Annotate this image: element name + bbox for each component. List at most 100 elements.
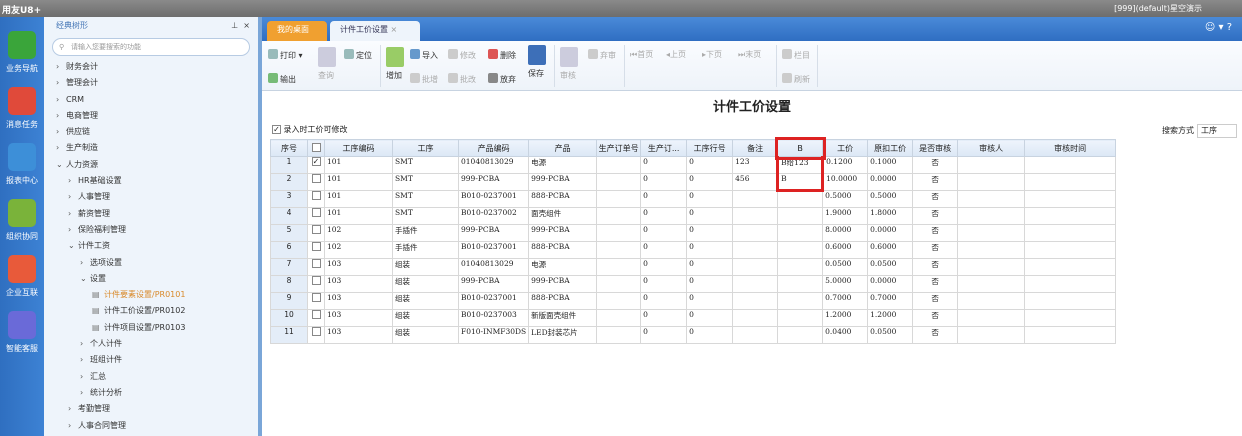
column-header[interactable]: 工序编码 xyxy=(324,139,393,157)
cell[interactable]: 0.7000 xyxy=(867,292,914,310)
cell[interactable]: 01040813029 xyxy=(457,258,530,276)
row-checkbox[interactable] xyxy=(311,259,321,268)
cell[interactable] xyxy=(1024,190,1117,208)
cell[interactable]: 0.6000 xyxy=(867,241,914,259)
cell[interactable]: 1.9000 xyxy=(822,207,869,225)
cell[interactable]: 否 xyxy=(912,309,959,327)
nav-item[interactable]: › 供应链 xyxy=(44,124,258,140)
app-4-button[interactable]: 企业互联 xyxy=(3,255,41,298)
unaudit-button[interactable]: 弃审 xyxy=(588,49,616,61)
cell[interactable] xyxy=(957,207,1026,225)
cell[interactable]: LED封装芯片 xyxy=(528,326,598,344)
nav-item[interactable]: › 统计分析 xyxy=(44,385,258,401)
batch-add-button[interactable]: 批增 xyxy=(410,73,438,85)
tab-close-icon[interactable]: × xyxy=(390,25,398,34)
cell[interactable]: 103 xyxy=(324,309,393,327)
cell[interactable]: 0 xyxy=(640,156,688,174)
row-checkbox[interactable] xyxy=(311,293,321,302)
cell[interactable]: 否 xyxy=(912,275,959,293)
cell[interactable]: B010-0237002 xyxy=(457,207,530,225)
column-header[interactable]: 是否审核 xyxy=(912,139,959,157)
nav-item[interactable]: › 生产制造 xyxy=(44,140,258,156)
cell[interactable]: 102 xyxy=(324,224,393,242)
cell[interactable]: 888-PCBA xyxy=(528,292,598,310)
cell[interactable]: 8.0000 xyxy=(822,224,869,242)
cell[interactable]: 0 xyxy=(686,156,734,174)
cell[interactable]: 面壳组件 xyxy=(528,207,598,225)
cell[interactable]: 0 xyxy=(686,309,734,327)
cell[interactable] xyxy=(307,258,325,276)
cell[interactable] xyxy=(307,292,325,310)
cell[interactable]: 11 xyxy=(270,326,308,344)
cell[interactable]: ✓ xyxy=(307,156,325,174)
cell[interactable]: 组装 xyxy=(392,258,459,276)
cell[interactable]: 0.7000 xyxy=(822,292,869,310)
cell[interactable]: 组装 xyxy=(392,275,459,293)
cell[interactable] xyxy=(307,309,325,327)
row-checkbox[interactable] xyxy=(311,327,321,336)
cell[interactable]: 0.5000 xyxy=(867,190,914,208)
column-header[interactable]: 审核时间 xyxy=(1024,139,1117,157)
nav-item[interactable]: › 人事合同管理 xyxy=(44,418,258,434)
cell[interactable]: 否 xyxy=(912,241,959,259)
cell[interactable] xyxy=(777,241,824,259)
table-row[interactable]: 10 103 组装 B010-0237003 新版面壳组件 0 0 1.2000 1.2000 否 xyxy=(270,309,1117,327)
cell[interactable]: 101 xyxy=(324,190,393,208)
cell[interactable]: 4 xyxy=(270,207,308,225)
cell[interactable]: 组装 xyxy=(392,309,459,327)
cell[interactable]: 8 xyxy=(270,275,308,293)
search-mode-select[interactable]: 工序 xyxy=(1197,124,1237,138)
batch-modify-button[interactable]: 批改 xyxy=(448,73,476,85)
cell[interactable]: 999-PCBA xyxy=(528,173,598,191)
cell[interactable]: 0 xyxy=(640,292,688,310)
nav-item[interactable]: › 选项设置 xyxy=(44,255,258,271)
app-2-button[interactable]: 报表中心 xyxy=(3,143,41,186)
cell[interactable]: 电源 xyxy=(528,258,598,276)
cell[interactable]: 5 xyxy=(270,224,308,242)
cell[interactable]: 组装 xyxy=(392,292,459,310)
nav-item[interactable]: › CRM xyxy=(44,92,258,108)
column-header[interactable]: 序号 xyxy=(270,139,308,157)
row-checkbox[interactable] xyxy=(311,174,321,183)
cell[interactable]: 6 xyxy=(270,241,308,259)
cell[interactable]: 0 xyxy=(686,207,734,225)
column-header[interactable] xyxy=(307,139,325,157)
cell[interactable]: 0 xyxy=(640,190,688,208)
cell[interactable]: 0 xyxy=(686,326,734,344)
cell[interactable] xyxy=(957,275,1026,293)
cell[interactable]: 0 xyxy=(686,275,734,293)
refresh-button[interactable]: 刷新 xyxy=(782,73,810,85)
cell[interactable] xyxy=(777,190,824,208)
cell[interactable]: 0.1200 xyxy=(822,156,869,174)
cell[interactable] xyxy=(596,190,642,208)
edit-price-checkbox[interactable]: ✓ 录入时工价可修改 xyxy=(272,125,348,134)
nav-item[interactable]: ▤ 计件工价设置/PR0102 xyxy=(44,303,258,319)
cell[interactable]: 否 xyxy=(912,207,959,225)
cell[interactable] xyxy=(957,173,1026,191)
cell[interactable] xyxy=(1024,326,1117,344)
nav-item[interactable]: › 薪资管理 xyxy=(44,206,258,222)
app-1-button[interactable]: 消息任务 xyxy=(3,87,41,130)
cell[interactable]: B010-0237003 xyxy=(457,309,530,327)
cell[interactable]: 0.1000 xyxy=(867,156,914,174)
cell[interactable]: 0 xyxy=(640,309,688,327)
cell[interactable] xyxy=(596,275,642,293)
table-row[interactable]: 1 ✓ 101 SMT 01040813029 电源 0 0 123 B给123 0.1200 0.1… xyxy=(270,156,1117,174)
cell[interactable]: 否 xyxy=(912,173,959,191)
cell[interactable]: 10.0000 xyxy=(822,173,869,191)
cell[interactable]: 102 xyxy=(324,241,393,259)
nav-item[interactable]: › 汇总 xyxy=(44,369,258,385)
cell[interactable]: 101 xyxy=(324,156,393,174)
cell[interactable]: 0.5000 xyxy=(822,190,869,208)
cell[interactable]: 新版面壳组件 xyxy=(528,309,598,327)
cell[interactable] xyxy=(596,156,642,174)
cell[interactable] xyxy=(732,224,779,242)
column-header[interactable]: 工价 xyxy=(822,139,869,157)
cell[interactable]: 0 xyxy=(640,258,688,276)
cell[interactable]: 0.6000 xyxy=(822,241,869,259)
import-button[interactable]: 导入 xyxy=(410,49,438,61)
cell[interactable]: 1.8000 xyxy=(867,207,914,225)
cell[interactable] xyxy=(957,309,1026,327)
nav-item[interactable]: › 考勤管理 xyxy=(44,401,258,417)
cell[interactable] xyxy=(777,258,824,276)
